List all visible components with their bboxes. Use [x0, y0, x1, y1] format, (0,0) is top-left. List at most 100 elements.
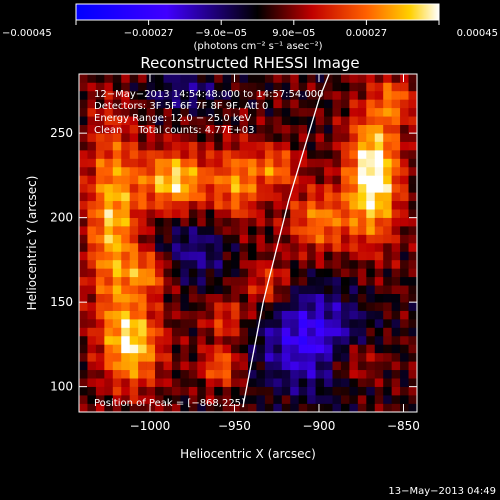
- heatmap-cell: [104, 403, 114, 412]
- heatmap-cell: [214, 344, 223, 354]
- heatmap-cell: [357, 395, 367, 404]
- heatmap-cell: [87, 150, 97, 159]
- heatmap-cell: [214, 352, 223, 362]
- heatmap-cell: [290, 268, 299, 278]
- heatmap-cell: [248, 141, 257, 151]
- heatmap-cell: [163, 116, 173, 125]
- heatmap-cell: [239, 217, 249, 227]
- heatmap-cell: [171, 293, 181, 303]
- heatmap-cell: [239, 150, 249, 159]
- heatmap-cell: [79, 369, 88, 379]
- heatmap-cell: [104, 352, 114, 362]
- heatmap-cell: [171, 192, 181, 202]
- heatmap-cell: [104, 226, 114, 235]
- heatmap-cell: [391, 209, 401, 218]
- heatmap-cell: [290, 243, 299, 252]
- heatmap-cell: [307, 74, 316, 83]
- heatmap-cell: [231, 158, 240, 168]
- heatmap-cell: [87, 335, 97, 345]
- heatmap-cell: [104, 259, 114, 269]
- heatmap-cell: [188, 344, 198, 354]
- heatmap-cell: [340, 276, 350, 286]
- heatmap-cell: [256, 150, 266, 159]
- heatmap-cell: [366, 217, 376, 227]
- heatmap-cell: [155, 352, 164, 362]
- heatmap-cell: [129, 293, 139, 303]
- heatmap-cell: [180, 302, 190, 311]
- heatmap-cell: [366, 361, 376, 371]
- heatmap-cell: [121, 209, 130, 218]
- heatmap-cell: [357, 268, 367, 278]
- heatmap-cell: [281, 319, 291, 328]
- heatmap-cell: [188, 141, 198, 151]
- heatmap-cell: [163, 183, 173, 193]
- heatmap-cell: [129, 116, 139, 125]
- heatmap-cell: [197, 175, 207, 185]
- heatmap-cell: [104, 302, 114, 311]
- solar-limb-arc: [242, 74, 330, 408]
- heatmap-cell: [163, 200, 173, 210]
- heatmap-cell: [366, 310, 376, 320]
- heatmap-cell: [95, 183, 105, 193]
- heatmap-cell: [324, 352, 333, 362]
- heatmap-cell: [121, 226, 130, 235]
- heatmap-cell: [180, 133, 190, 142]
- heatmap-cell: [180, 327, 190, 337]
- heatmap-cell: [171, 243, 181, 252]
- heatmap-cell: [95, 302, 105, 311]
- heatmap-cell: [273, 395, 283, 404]
- heatmap-cell: [366, 141, 376, 151]
- heatmap-cell: [332, 209, 342, 218]
- heatmap-cell: [138, 327, 147, 337]
- heatmap-cell: [205, 200, 215, 210]
- heatmap-cell: [163, 133, 173, 142]
- heatmap-cell: [95, 327, 105, 337]
- heatmap-cell: [298, 335, 308, 345]
- heatmap-cell: [264, 107, 274, 117]
- heatmap-cell: [273, 243, 283, 252]
- heatmap-cell: [95, 251, 105, 261]
- heatmap-cell: [79, 74, 88, 83]
- heatmap-cell: [349, 293, 359, 303]
- heatmap-cell: [231, 200, 240, 210]
- heatmap-cell: [340, 344, 350, 354]
- heatmap-cell: [332, 352, 342, 362]
- heatmap-cell: [256, 99, 266, 109]
- heatmap-cell: [408, 124, 417, 134]
- heatmap-cell: [146, 259, 156, 269]
- heatmap-cell: [248, 226, 257, 235]
- colorbar-ticks: −0.00045 −0.00027 −9.0e−05 9.0e−05 0.00027 0.…: [2, 20, 498, 39]
- heatmap-cell: [290, 99, 299, 109]
- heatmap-cell: [248, 293, 257, 303]
- heatmap-cell: [171, 344, 181, 354]
- heatmap-cell: [391, 133, 401, 142]
- heatmap-cell: [374, 395, 384, 404]
- heatmap-cell: [383, 352, 392, 362]
- heatmap-cell: [408, 251, 417, 261]
- heatmap-cell: [231, 319, 240, 328]
- heatmap-cell: [290, 124, 299, 134]
- heatmap-cell: [332, 82, 342, 92]
- heatmap-cell: [349, 403, 359, 412]
- heatmap-cell: [138, 268, 147, 278]
- heatmap-cell: [87, 310, 97, 320]
- heatmap-cell: [222, 82, 232, 92]
- heatmap-cell: [383, 74, 392, 83]
- heatmap-cell: [349, 319, 359, 328]
- heatmap-cell: [163, 378, 173, 387]
- heatmap-cell: [315, 74, 325, 83]
- heatmap-cell: [400, 192, 409, 202]
- heatmap-cell: [281, 133, 291, 142]
- heatmap-cell: [87, 293, 97, 303]
- annotation-detectors: Detectors: 3F 5F 6F 7F 8F 9F, Att 0: [94, 101, 268, 112]
- heatmap-cell: [391, 302, 401, 311]
- heatmap-cell: [332, 166, 342, 176]
- heatmap-cell: [248, 217, 257, 227]
- heatmap-cell: [298, 285, 308, 294]
- heatmap-cell: [155, 293, 164, 303]
- heatmap-cell: [298, 217, 308, 227]
- heatmap-cell: [315, 319, 325, 328]
- heatmap-cell: [408, 243, 417, 252]
- heatmap-cell: [95, 361, 105, 371]
- heatmap-cell: [146, 327, 156, 337]
